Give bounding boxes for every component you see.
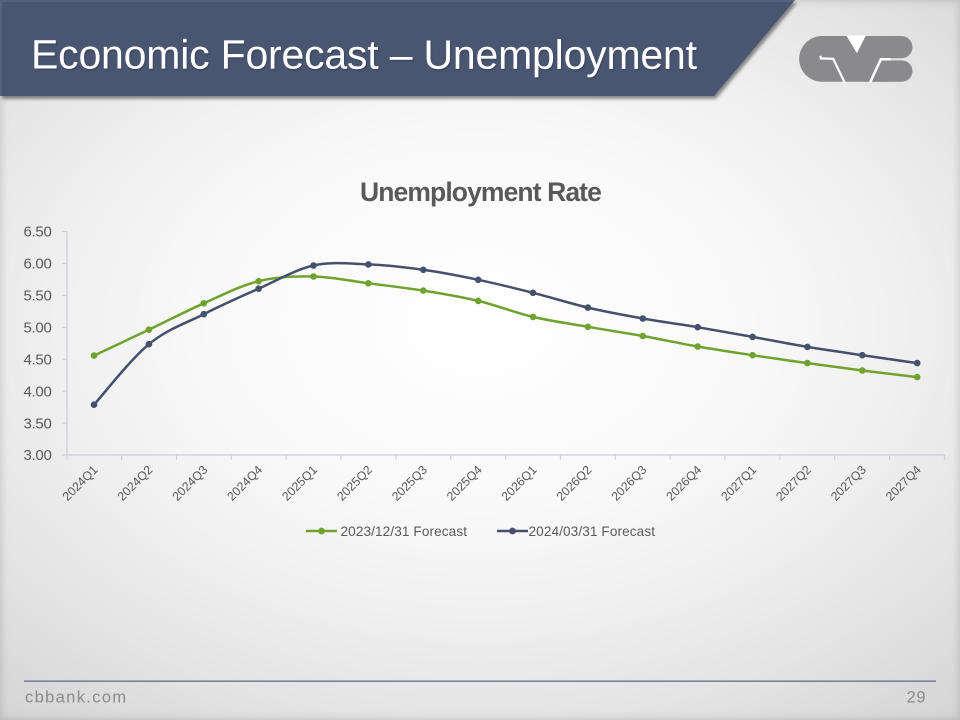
svg-text:2027Q4: 2027Q4 — [883, 463, 924, 504]
svg-text:5.50: 5.50 — [24, 288, 52, 305]
svg-text:6.50: 6.50 — [24, 224, 52, 241]
svg-text:2025Q1: 2025Q1 — [279, 463, 320, 504]
svg-text:2027Q2: 2027Q2 — [773, 463, 814, 504]
svg-text:2024Q1: 2024Q1 — [60, 463, 101, 504]
svg-text:6.00: 6.00 — [24, 256, 52, 273]
svg-text:4.00: 4.00 — [24, 383, 52, 400]
svg-text:4.50: 4.50 — [24, 351, 52, 368]
svg-text:Unemployment Rate: Unemployment Rate — [360, 177, 601, 207]
svg-text:2024/03/31 Forecast: 2024/03/31 Forecast — [529, 524, 656, 539]
svg-text:2024Q2: 2024Q2 — [115, 463, 156, 504]
svg-text:2026Q1: 2026Q1 — [499, 463, 540, 504]
svg-text:2026Q2: 2026Q2 — [554, 463, 595, 504]
svg-text:2025Q4: 2025Q4 — [444, 463, 485, 504]
svg-text:2025Q3: 2025Q3 — [389, 463, 430, 504]
svg-text:2024Q3: 2024Q3 — [170, 463, 211, 504]
svg-text:2027Q3: 2027Q3 — [828, 463, 869, 504]
svg-text:cbbank.com: cbbank.com — [25, 689, 127, 707]
svg-text:2025Q2: 2025Q2 — [334, 463, 375, 504]
svg-text:29: 29 — [907, 689, 926, 707]
svg-text:2026Q3: 2026Q3 — [609, 463, 650, 504]
svg-text:2027Q1: 2027Q1 — [718, 463, 759, 504]
svg-text:3.50: 3.50 — [24, 415, 52, 432]
svg-text:2026Q4: 2026Q4 — [663, 463, 704, 504]
svg-text:2024Q4: 2024Q4 — [224, 463, 265, 504]
svg-text:3.00: 3.00 — [24, 447, 52, 464]
svg-text:Economic Forecast – Unemployme: Economic Forecast – Unemployment — [31, 32, 698, 78]
svg-text:5.00: 5.00 — [24, 319, 52, 336]
svg-text:2023/12/31 Forecast: 2023/12/31 Forecast — [341, 524, 468, 539]
